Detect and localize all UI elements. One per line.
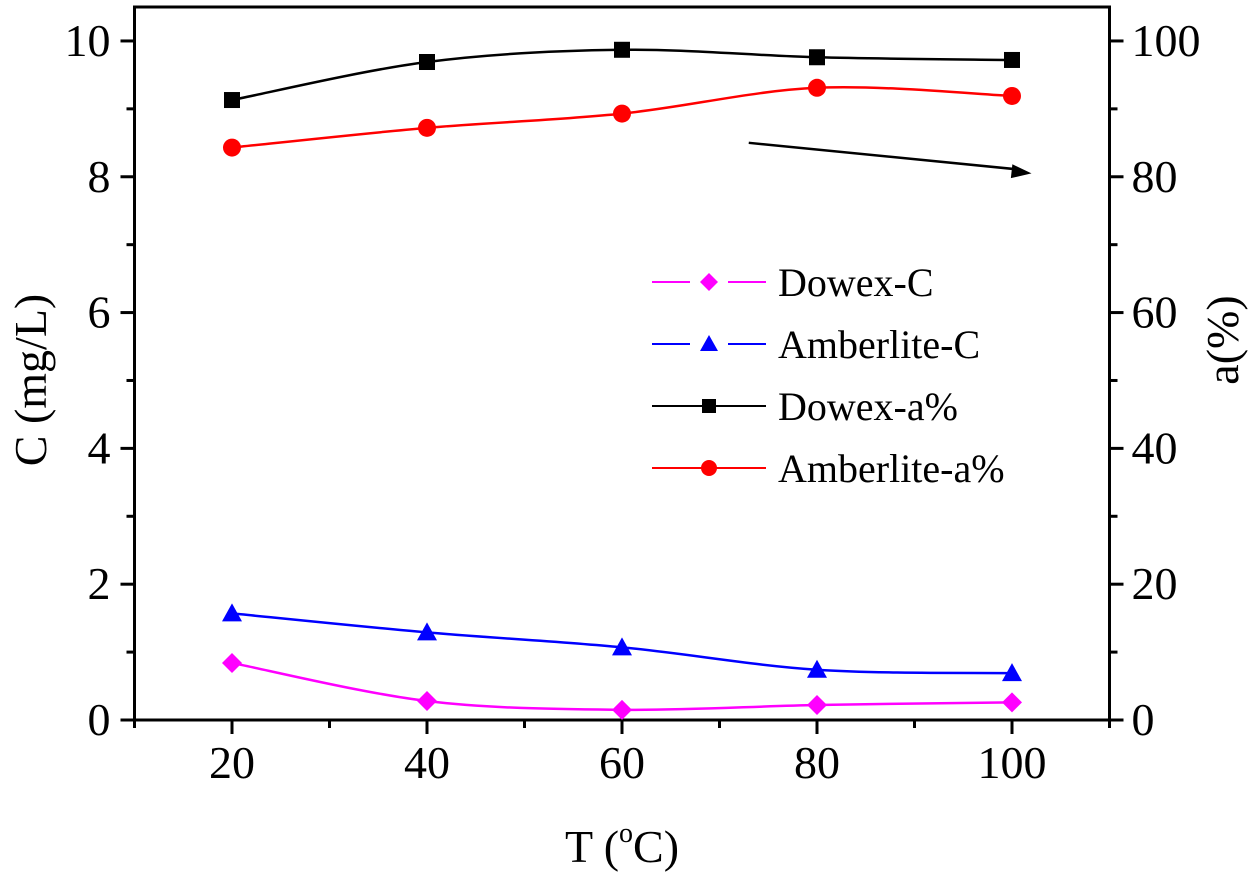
legend-item: Dowex-a% — [652, 384, 958, 429]
y-tick-label: 4 — [88, 422, 111, 473]
data-point — [808, 78, 826, 97]
legend-marker-triangle — [700, 335, 718, 351]
data-point — [417, 690, 437, 711]
series-layer — [222, 41, 1022, 720]
y-tick-label: 10 — [65, 15, 111, 66]
y2-tick-label: 20 — [1132, 558, 1178, 609]
legend-label: Amberlite-C — [778, 322, 980, 367]
y-axis-title: C (mg/L) — [5, 294, 56, 466]
y2-axis-title: a(%) — [1197, 295, 1248, 384]
series-amberlite-a- — [223, 78, 1021, 157]
x-tick-label: 20 — [209, 737, 255, 788]
x-axis-title-main: T ( — [565, 821, 619, 872]
annotation-arrow — [748, 141, 1032, 179]
legend-item: Dowex-C — [652, 260, 934, 305]
data-point — [417, 622, 437, 641]
legend-item: Amberlite-a% — [652, 446, 1005, 491]
series-amberlite-c — [222, 603, 1022, 682]
data-point — [614, 41, 630, 58]
y-tick-label: 2 — [88, 558, 111, 609]
legend-marker-diamond — [700, 273, 718, 291]
legend-label: Dowex-a% — [778, 384, 958, 429]
x-axis-title-degree: o — [619, 818, 633, 849]
legend-marker-square — [702, 399, 716, 413]
y-tick-label: 0 — [88, 694, 111, 745]
data-point — [1003, 86, 1021, 105]
x-axis-title: T (oC) — [565, 818, 679, 872]
data-point — [419, 54, 435, 71]
series-dowex-c — [222, 652, 1022, 720]
arrow-head — [1010, 164, 1032, 179]
legend: Dowex-C Amberlite-C Dowex-a% Amberlite-a% — [652, 260, 1005, 491]
data-point — [613, 104, 631, 123]
data-point — [807, 659, 827, 678]
data-point — [222, 603, 242, 622]
legend-marker-circle — [701, 460, 717, 476]
data-point — [224, 92, 240, 109]
data-point — [807, 695, 827, 716]
x-tick-label: 100 — [978, 737, 1047, 788]
data-point — [612, 637, 632, 656]
data-point — [418, 118, 436, 137]
y2-tick-label: 80 — [1132, 151, 1178, 202]
legend-item: Amberlite-C — [652, 322, 980, 367]
data-point — [612, 699, 632, 720]
data-point — [1002, 663, 1022, 682]
data-point — [223, 138, 241, 157]
legend-label: Dowex-C — [778, 260, 934, 305]
y-tick-label: 8 — [88, 151, 111, 202]
legend-label: Amberlite-a% — [778, 446, 1005, 491]
data-point — [809, 49, 825, 66]
x-tick-label: 80 — [794, 737, 840, 788]
data-point — [1002, 692, 1022, 713]
x-tick-label: 60 — [599, 737, 645, 788]
annotation-layer — [748, 141, 1032, 179]
data-point — [1004, 51, 1020, 68]
x-axis-title-tail: C) — [633, 821, 679, 872]
arrow-shaft — [748, 141, 1018, 171]
y2-tick-label: 0 — [1132, 694, 1155, 745]
y2-tick-label: 60 — [1132, 287, 1178, 338]
data-point — [222, 652, 242, 673]
series-dowex-a- — [224, 41, 1020, 109]
y2-tick-label: 100 — [1132, 15, 1201, 66]
axis-ticks — [120, 39, 1124, 734]
y2-tick-label: 40 — [1132, 422, 1178, 473]
y-tick-label: 6 — [88, 287, 111, 338]
x-tick-label: 40 — [404, 737, 450, 788]
